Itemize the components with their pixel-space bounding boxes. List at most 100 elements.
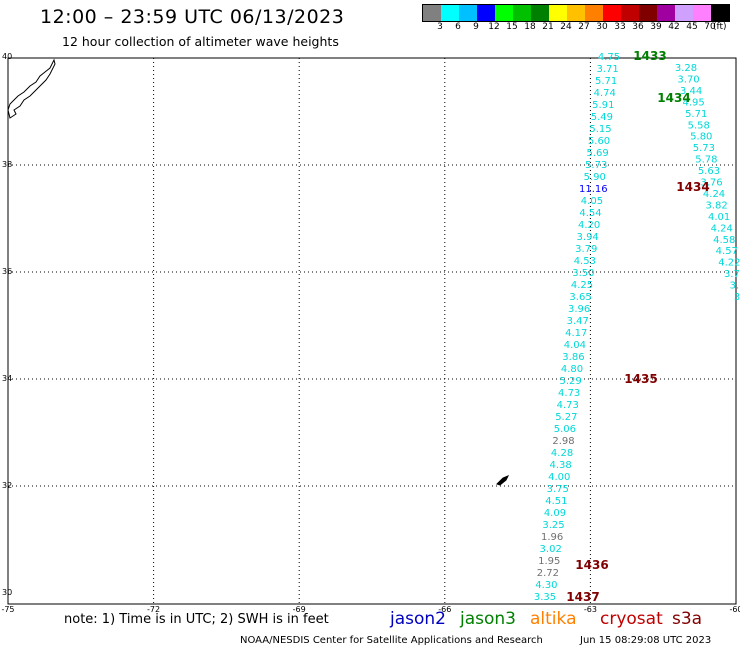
swh-value-track-a: 3.50 (572, 268, 594, 279)
scale-swatch (657, 5, 675, 21)
swh-value-track-a: 5.27 (555, 412, 577, 423)
lat-tick-label: 34 (2, 374, 12, 383)
map-title: 12:00 – 23:59 UTC 06/13/2023 (40, 6, 345, 28)
swh-value-track-a: 5.91 (592, 100, 614, 111)
lat-tick-label: 38 (2, 160, 12, 169)
swh-value-track-a: 4.04 (564, 340, 586, 351)
footer-note: note: 1) Time is in UTC; 2) SWH is in fe… (64, 612, 329, 627)
scale-label: 30 (596, 22, 608, 32)
scale-swatch (585, 5, 603, 21)
scale-swatch (531, 5, 549, 21)
map-frame (7, 57, 737, 605)
swh-value-track-b: 3.44 (680, 86, 702, 97)
swh-value-track-b: 3.28 (675, 63, 697, 74)
pass-id-label: 1433 (633, 49, 666, 63)
swh-value-track-a: 3.79 (575, 244, 597, 255)
swh-value-track-a: 11.16 (579, 184, 608, 195)
swh-value-track-b: 5.80 (690, 132, 712, 143)
scale-unit: (ft) (713, 22, 727, 32)
scale-label: 3 (437, 22, 443, 32)
swh-value-track-a: 4.05 (581, 196, 603, 207)
swh-value-track-a: 4.80 (561, 364, 583, 375)
satellite-legend-item: s3a (672, 609, 703, 629)
swh-value-track-b: 4.01 (708, 212, 730, 223)
credit-line: NOAA/NESDIS Center for Satellite Applica… (240, 635, 543, 646)
swh-value-track-a: 5.90 (584, 172, 606, 183)
swh-value-track-a: 4.73 (557, 400, 579, 411)
map-subtitle: 12 hour collection of altimeter wave hei… (62, 34, 339, 49)
swh-value-track-b: 3. (730, 281, 740, 292)
swh-value-track-b: 4.24 (703, 189, 725, 200)
swh-value-track-a: 3.65 (569, 292, 591, 303)
swh-value-track-b: 5.71 (685, 109, 707, 120)
swh-value-track-a: 4.09 (544, 508, 566, 519)
swh-value-track-a: 5.29 (559, 376, 581, 387)
lon-tick-label: -60 (729, 605, 740, 614)
swh-value-track-a: 1.96 (541, 532, 563, 543)
island (496, 475, 510, 486)
scale-label: 27 (578, 22, 590, 32)
lat-tick-label: 32 (2, 481, 12, 490)
scale-swatch (495, 5, 513, 21)
swh-value-track-b: 3 (734, 292, 740, 303)
swh-value-track-a: 3.47 (567, 316, 589, 327)
swh-value-track-a: 4.28 (551, 448, 573, 459)
scale-swatch (621, 5, 639, 21)
swh-value-track-a: 4.54 (579, 208, 601, 219)
swh-value-track-a: 2.72 (537, 568, 559, 579)
swh-value-track-a: 4.30 (535, 580, 557, 591)
lat-tick-label: 36 (2, 267, 12, 276)
swh-value-track-a: 4.53 (574, 256, 596, 267)
swh-value-track-b: 4.57 (716, 246, 738, 257)
swh-value-track-a: 5.15 (589, 124, 611, 135)
swh-value-track-a: 4.25 (571, 280, 593, 291)
scale-swatch (459, 5, 477, 21)
lon-tick-label: -66 (438, 605, 451, 614)
pass-id-label: 1434 (676, 180, 709, 194)
swh-value-track-a: 3.71 (596, 64, 618, 75)
satellite-legend-item: jason2 (390, 609, 446, 629)
satellite-legend-item: cryosat (600, 609, 663, 629)
scale-swatch (423, 5, 441, 21)
scale-swatch (477, 5, 495, 21)
scale-swatch (567, 5, 585, 21)
scale-label: 15 (506, 22, 518, 32)
lon-tick-label: -75 (1, 605, 14, 614)
scale-swatch (549, 5, 567, 21)
lon-tick-label: -69 (293, 605, 306, 614)
swh-value-track-b: 4.58 (713, 235, 735, 246)
swh-value-track-a: 4.17 (565, 328, 587, 339)
scale-label: 9 (473, 22, 479, 32)
coastline (7, 58, 56, 119)
lat-tick-label: 30 (2, 588, 12, 597)
scale-label: 45 (686, 22, 698, 32)
swh-value-track-a: 2.98 (552, 436, 574, 447)
satellite-legend-item: altika (530, 609, 577, 629)
swh-value-track-a: 4.75 (598, 52, 620, 63)
scale-label: 18 (524, 22, 536, 32)
pass-id-label: 1436 (575, 558, 608, 572)
swh-value-track-b: 4.24 (711, 223, 733, 234)
scale-label: 12 (488, 22, 500, 32)
swh-value-track-a: 4.73 (558, 388, 580, 399)
swh-value-track-a: 4.00 (548, 472, 570, 483)
swh-value-track-a: 3.25 (542, 520, 564, 531)
scale-label: 39 (650, 22, 662, 32)
pass-id-label: 1437 (566, 590, 599, 604)
scale-swatch (693, 5, 711, 21)
scale-label: 24 (560, 22, 572, 32)
scale-label: 42 (668, 22, 680, 32)
swh-value-track-b: 5.58 (688, 120, 710, 131)
swh-value-track-a: 4.20 (578, 220, 600, 231)
lat-tick-label: 40 (2, 52, 12, 61)
pass-id-label: 1435 (624, 372, 657, 386)
scale-swatch (639, 5, 657, 21)
swh-value-track-b: 5.63 (698, 166, 720, 177)
swh-value-track-a: 5.71 (595, 76, 617, 87)
swh-value-track-a: 3.02 (540, 544, 562, 555)
lon-tick-label: -72 (147, 605, 160, 614)
scale-swatch (513, 5, 531, 21)
scale-swatch (675, 5, 693, 21)
swh-value-track-a: 5.60 (588, 136, 610, 147)
